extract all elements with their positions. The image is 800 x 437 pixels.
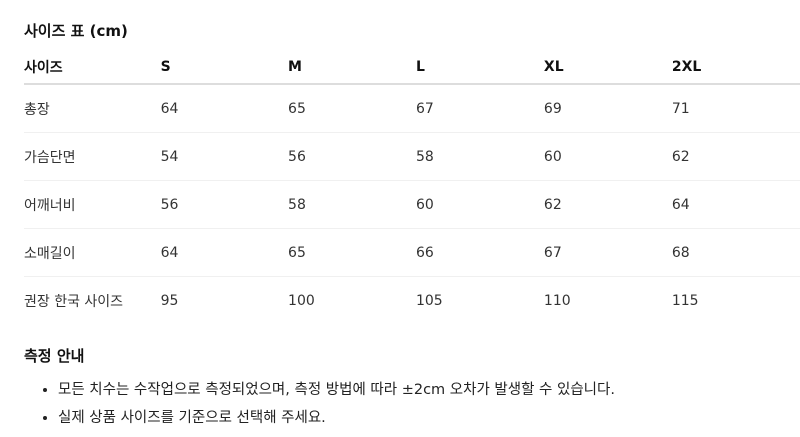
table-cell: 56 xyxy=(288,132,416,181)
column-header: S xyxy=(160,50,289,85)
row-label: 어깨너비 xyxy=(24,180,161,229)
table-cell: 64 xyxy=(671,180,800,229)
table-cell: 58 xyxy=(288,180,416,229)
row-label: 소매길이 xyxy=(24,228,161,277)
note-item: 실제 상품 사이즈를 기준으로 선택해 주세요. xyxy=(58,404,615,432)
table-row: 소매길이 64 65 66 67 68 xyxy=(24,228,800,277)
table-cell: 62 xyxy=(543,180,672,229)
notes-title: 측정 안내 xyxy=(24,347,85,365)
table-cell: 105 xyxy=(415,292,443,309)
table-cell: 64 xyxy=(160,84,289,133)
table-cell: 64 xyxy=(160,228,289,277)
table-cell: 65 xyxy=(288,228,416,277)
table-cell: 110 xyxy=(543,292,571,309)
table-cell: 62 xyxy=(671,132,800,181)
row-label: 가슴단면 xyxy=(24,132,161,181)
size-chart-title: 사이즈 표 (cm) xyxy=(24,22,128,40)
table-row: 권장 한국 사이즈 95 100 105 110 115 xyxy=(24,277,800,325)
table-cell: 67 xyxy=(415,84,544,133)
table-cell: 66 xyxy=(415,228,544,277)
table-header-row: 사이즈 S M L XL 2XL xyxy=(24,50,800,85)
row-label: 총장 xyxy=(24,84,161,133)
table-cell: 71 xyxy=(671,84,800,133)
table-cell: 68 xyxy=(671,228,800,277)
column-header: XL xyxy=(543,50,672,85)
table-cell: 58 xyxy=(415,132,544,181)
table-cell: 60 xyxy=(543,132,672,181)
table-cell: 56 xyxy=(160,180,289,229)
column-header: 2XL xyxy=(671,50,800,85)
note-item: 모든 치수는 수작업으로 측정되었으며, 측정 방법에 따라 ±2cm 오차가 … xyxy=(58,376,615,404)
table-cell: 95 xyxy=(160,292,179,309)
table-row: 총장 64 65 67 69 71 xyxy=(24,84,800,133)
table-cell: 100 xyxy=(288,292,315,309)
table-cell: 67 xyxy=(543,228,672,277)
column-header: 사이즈 xyxy=(24,50,161,85)
column-header: L xyxy=(415,50,544,85)
row-label: 권장 한국 사이즈 xyxy=(24,293,124,310)
column-header: M xyxy=(288,50,416,85)
size-table: 사이즈 S M L XL 2XL 총장 64 65 67 69 71 가슴단면 54 56 58 60 62 어깨… xyxy=(24,50,800,324)
table-cell: 54 xyxy=(160,132,289,181)
table-cell: 65 xyxy=(288,84,416,133)
notes-list: 모든 치수는 수작업으로 측정되었으며, 측정 방법에 따라 ±2cm 오차가 … xyxy=(24,376,615,432)
table-cell: 69 xyxy=(543,84,672,133)
table-row: 가슴단면 54 56 58 60 62 xyxy=(24,132,800,181)
table-cell: 60 xyxy=(415,180,544,229)
table-row: 어깨너비 56 58 60 62 64 xyxy=(24,180,800,229)
table-cell: 115 xyxy=(671,292,699,309)
